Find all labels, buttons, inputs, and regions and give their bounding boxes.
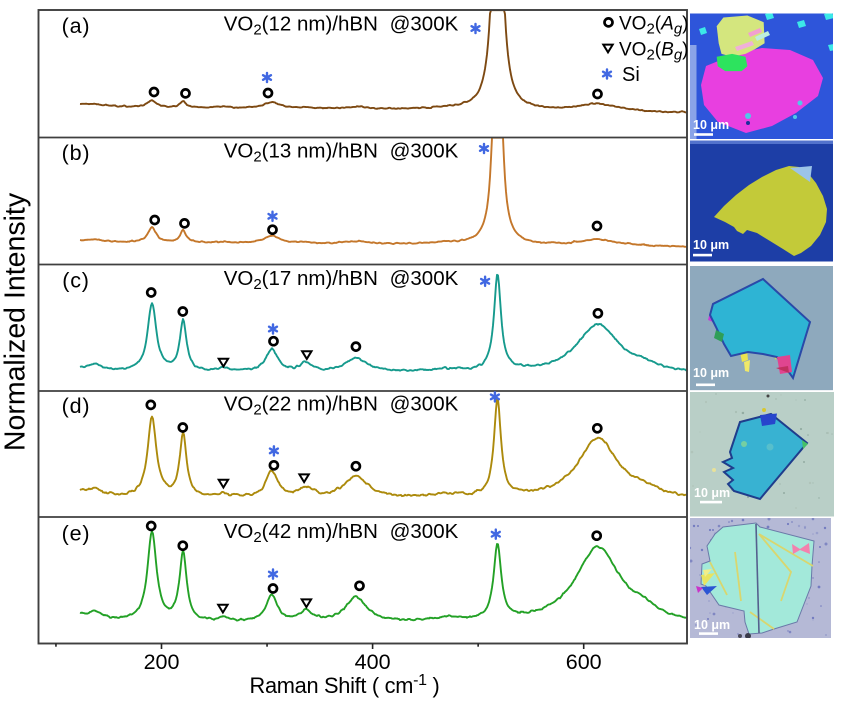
svg-text:VO2(22 nm)/hBN @300K: VO2(22 nm)/hBN @300K xyxy=(224,393,459,419)
svg-text:(a): (a) xyxy=(62,14,91,38)
svg-text:(c): (c) xyxy=(62,269,89,293)
svg-text:10 μm: 10 μm xyxy=(694,618,730,632)
svg-text:Normalized Intensity: Normalized Intensity xyxy=(0,192,32,451)
svg-text:400: 400 xyxy=(355,650,391,674)
svg-text:(d): (d) xyxy=(62,394,91,418)
svg-text:(e): (e) xyxy=(62,522,91,546)
svg-text:VO2(13 nm)/hBN @300K: VO2(13 nm)/hBN @300K xyxy=(224,140,459,166)
svg-text:10 μm: 10 μm xyxy=(693,238,729,252)
svg-text:200: 200 xyxy=(144,650,180,674)
svg-text:600: 600 xyxy=(566,650,602,674)
svg-text:10 μm: 10 μm xyxy=(693,118,729,132)
svg-text:VO2(Ag): VO2(Ag) xyxy=(619,14,688,38)
svg-text:Raman Shift ( cm-1 ): Raman Shift ( cm-1 ) xyxy=(250,672,440,698)
svg-text:(b): (b) xyxy=(62,141,91,165)
svg-text:Si: Si xyxy=(622,64,640,86)
svg-text:VO2(17 nm)/hBN @300K: VO2(17 nm)/hBN @300K xyxy=(224,267,459,293)
svg-text:10 μm: 10 μm xyxy=(694,486,730,500)
svg-text:VO2(42 nm)/hBN @300K: VO2(42 nm)/hBN @300K xyxy=(224,520,459,546)
svg-text:VO2(12 nm)/hBN @300K: VO2(12 nm)/hBN @300K xyxy=(224,13,459,39)
svg-text:10 μm: 10 μm xyxy=(693,366,729,380)
